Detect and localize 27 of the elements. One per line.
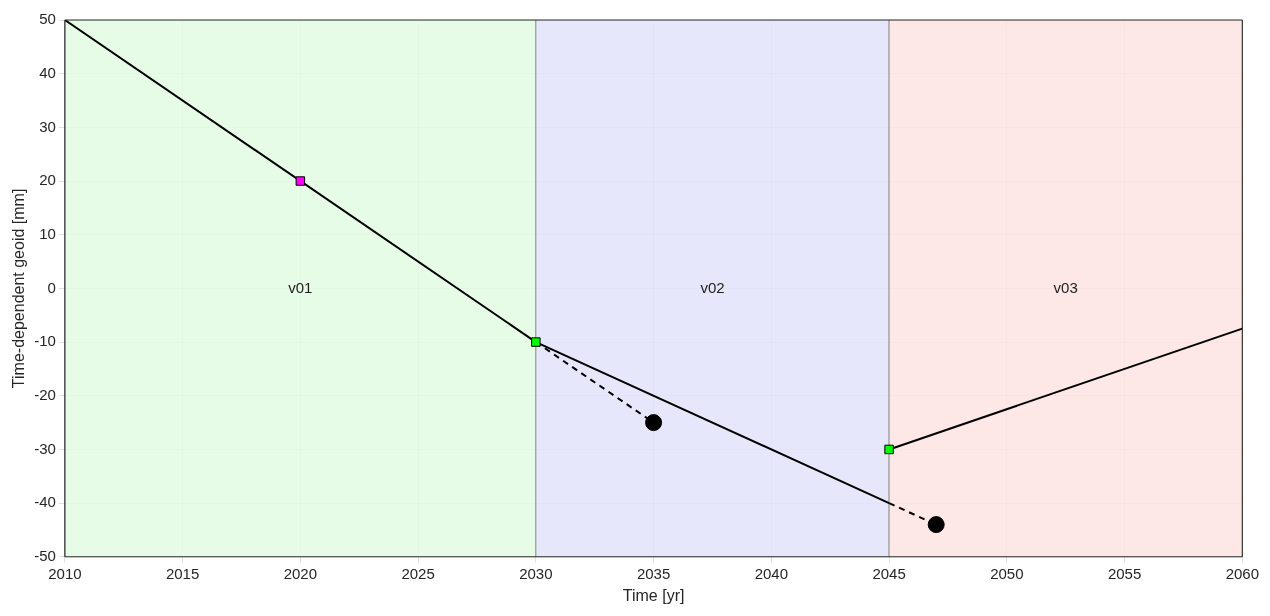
x-tick-label: 2020 — [283, 564, 318, 582]
x-tick-label: 2045 — [872, 564, 906, 582]
band-label: v03 — [1053, 278, 1078, 296]
x-tick-label: 2040 — [754, 564, 789, 582]
y-tick-label: -40 — [34, 493, 56, 511]
y-tick-label: 10 — [39, 224, 56, 242]
y-tick-label: 0 — [47, 278, 56, 296]
x-tick-label: 2015 — [165, 564, 200, 582]
x-axis-title: Time [yr] — [622, 586, 685, 604]
x-tick-label: 2060 — [1225, 564, 1259, 582]
x-tick-label: 2055 — [1107, 564, 1142, 582]
y-tick-label: 40 — [39, 63, 56, 81]
y-tick-label: 20 — [39, 171, 56, 189]
x-tick-label: 2035 — [636, 564, 671, 582]
y-tick-label: -20 — [34, 385, 56, 403]
x-tick-label: 2030 — [519, 564, 553, 582]
x-tick-label: 2050 — [990, 564, 1024, 582]
y-tick-label: -10 — [34, 332, 56, 350]
y-tick-label: 50 — [39, 10, 56, 28]
x-tick-label: 2010 — [48, 564, 82, 582]
y-tick-label: -30 — [34, 439, 56, 457]
band-label: v01 — [288, 278, 313, 296]
band-label: v02 — [700, 278, 725, 296]
y-tick-label: -50 — [34, 546, 56, 564]
x-tick-label: 2025 — [401, 564, 435, 582]
y-axis-title: Time-dependent geoid [mm] — [10, 188, 28, 389]
y-tick-label: 30 — [39, 117, 56, 135]
